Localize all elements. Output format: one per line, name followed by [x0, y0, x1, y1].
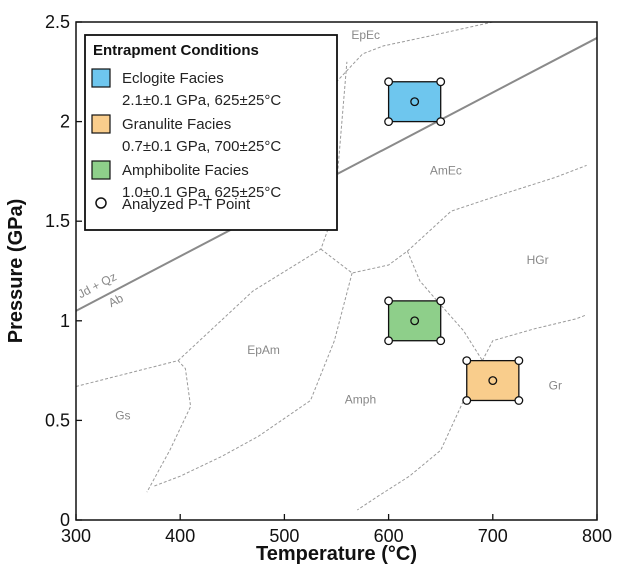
- entrapment-boxes: [384, 77, 524, 405]
- pt-point-corner: [384, 336, 394, 346]
- condition-box-eclogite: [387, 81, 442, 123]
- facies-label-hgr: HGr: [527, 253, 549, 267]
- x-axis-title: Temperature (°C): [256, 543, 417, 565]
- legend-label-4: Analyzed P-T Point: [122, 196, 251, 213]
- pt-point-corner: [384, 296, 394, 306]
- x-tick-label: 700: [478, 526, 508, 546]
- condition-box-amphibolite: [387, 300, 442, 342]
- legend-frame: [84, 34, 338, 231]
- condition-granulite: [462, 356, 524, 405]
- legend-point-marker: [95, 197, 107, 209]
- condition-amphibolite: [384, 296, 446, 346]
- facies-label-amec: AmEc: [430, 164, 462, 178]
- pt-point-corner: [514, 396, 524, 405]
- y-tick-label: 1.5: [45, 211, 70, 231]
- condition-eclogite: [384, 77, 446, 127]
- pt-point-center: [410, 97, 420, 107]
- y-axis-title: Pressure (GPa): [5, 199, 27, 344]
- y-tick-label: 0.5: [45, 410, 70, 430]
- facies-boundary-1: [76, 360, 192, 493]
- facies-boundary-3: [320, 248, 408, 274]
- pt-point-corner: [384, 77, 394, 87]
- x-tick-label: 500: [269, 526, 299, 546]
- pt-point-center: [488, 376, 498, 386]
- facies-label-amph: Amph: [345, 393, 376, 407]
- pt-point-corner: [436, 117, 446, 127]
- pt-point-corner: [462, 396, 472, 405]
- x-tick-label: 600: [374, 526, 404, 546]
- facies-boundary-7: [481, 314, 587, 361]
- x-tick-label: 300: [61, 526, 91, 546]
- legend-title: Entrapment Conditions: [93, 42, 259, 59]
- legend: Entrapment Conditions Eclogite Facies 2.1±…: [84, 34, 338, 231]
- y-tick-label: 0: [60, 510, 70, 530]
- facies-label-epec: EpEc: [351, 28, 380, 42]
- facies-label-gs: Gs: [115, 409, 130, 423]
- facies-boundary-5: [153, 272, 353, 487]
- facies-labels: EpEc AmEc HGr EpAm Amph Gr Gs: [115, 28, 562, 422]
- legend-detail-2: 0.7±0.1 GPa, 700±25°C: [122, 138, 281, 155]
- legend-label-1: Eclogite Facies: [122, 70, 224, 87]
- facies-boundary-4: [407, 164, 587, 252]
- legend-detail-3: 1.0±0.1 GPa, 625±25°C: [122, 184, 281, 201]
- y-tick-label: 2: [60, 112, 70, 132]
- legend-swatch-1: [91, 68, 111, 88]
- reaction-label-bottom: Ab: [106, 291, 126, 310]
- facies-label-epam: EpAm: [247, 343, 280, 357]
- legend-swatch-2: [91, 114, 111, 134]
- pt-point-corner: [436, 296, 446, 306]
- pt-point-center: [410, 316, 420, 326]
- facies-boundary-6: [406, 250, 483, 361]
- pt-point-corner: [514, 356, 524, 366]
- facies-boundary-8: [357, 360, 483, 511]
- pt-point-corner: [436, 336, 446, 346]
- pt-point-corner: [384, 117, 394, 127]
- legend-label-3: Amphibolite Facies: [122, 162, 249, 179]
- axes: 300 400 500 600 700 800 0 0.5 1 1.5 2 2.5 Temperatur…: [5, 12, 612, 565]
- condition-box-granulite: [466, 359, 520, 402]
- y-tick-label: 2.5: [45, 12, 70, 32]
- y-tick-label: 1: [60, 311, 70, 331]
- facies-label-gr: Gr: [549, 379, 562, 393]
- x-tick-label: 800: [582, 526, 612, 546]
- x-tick-label: 400: [165, 526, 195, 546]
- legend-label-2: Granulite Facies: [122, 116, 231, 133]
- pt-point-corner: [462, 356, 472, 366]
- plot-frame: [75, 21, 598, 521]
- legend-detail-1: 2.1±0.1 GPa, 625±25°C: [122, 92, 281, 109]
- legend-swatch-3: [91, 160, 111, 180]
- pt-point-corner: [436, 77, 446, 87]
